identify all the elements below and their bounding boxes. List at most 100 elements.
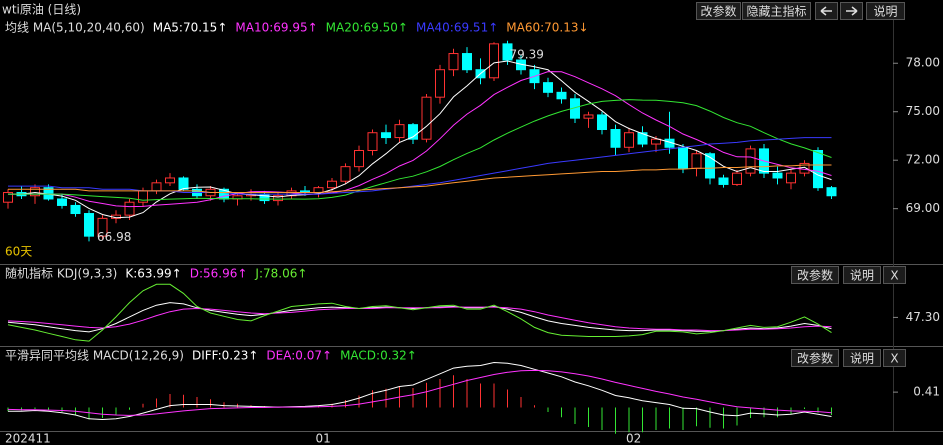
button-label[interactable]: 改参数: [797, 351, 833, 366]
button-frame[interactable]: [866, 2, 905, 20]
button-label[interactable]: 说明: [873, 4, 897, 19]
candle-body: [408, 124, 418, 140]
candle-body: [610, 128, 621, 148]
candle-body: [97, 217, 108, 237]
legend-entry: DIFF:0.23↑: [192, 349, 258, 363]
legend-entry: DEA:0.07↑: [266, 349, 332, 363]
candle-body: [57, 198, 67, 206]
candle-body: [556, 91, 567, 100]
candle-body: [367, 132, 378, 152]
candle-body: [637, 132, 648, 145]
period-label: 60天: [5, 245, 32, 259]
candle-body: [543, 82, 553, 93]
indicator-line: [7, 306, 832, 332]
indicator-line: [8, 71, 832, 208]
x-tick-label: 202411: [5, 432, 51, 445]
y-tick-label: 0.41: [913, 385, 940, 399]
y-tick-label: 78.00: [906, 56, 940, 70]
button-label[interactable]: X: [890, 352, 898, 366]
candle-body: [718, 177, 729, 185]
button-label[interactable]: 说明: [850, 351, 874, 366]
indicator-line: [8, 164, 832, 193]
button-label[interactable]: 说明: [850, 268, 874, 283]
indicator-line: [7, 283, 832, 342]
candle-body: [178, 177, 189, 190]
candle-body: [624, 132, 634, 148]
candle-body: [489, 43, 499, 79]
arrow-icon: [820, 6, 832, 16]
button-label[interactable]: 隐藏主指标: [746, 4, 806, 19]
button-frame[interactable]: [791, 349, 839, 367]
candle-body: [597, 114, 607, 130]
candle-body: [354, 150, 364, 168]
candle-body: [813, 150, 823, 189]
indicator-line: [8, 60, 832, 219]
candle-body: [3, 192, 13, 203]
candle-body: [583, 114, 594, 119]
candle-body: [651, 138, 661, 145]
indicator-line: [8, 99, 832, 201]
candle-body: [84, 213, 94, 237]
button-frame[interactable]: [883, 349, 906, 367]
candle-body: [502, 43, 513, 61]
button-label[interactable]: 改参数: [797, 268, 833, 283]
indicator-line: [7, 369, 832, 416]
legend-entry: J:78.06↑: [254, 267, 307, 281]
high-annotation: 79.39: [510, 47, 544, 61]
candle-body: [462, 53, 472, 71]
candle-body: [745, 148, 756, 174]
indicator-label: 平滑异同平均线 MACD(12,26,9): [5, 349, 184, 363]
y-tick-label: 69.00: [906, 201, 940, 215]
arrow-icon: [846, 6, 858, 16]
candle-body: [772, 172, 783, 179]
candle-body: [678, 146, 688, 169]
button[interactable]: 说明: [843, 266, 881, 284]
button-label[interactable]: 改参数: [700, 4, 736, 19]
button[interactable]: 隐藏主指标: [742, 2, 811, 20]
button[interactable]: 改参数: [791, 266, 839, 284]
legend-entry: MA5:70.15↑: [153, 21, 228, 35]
arrow-left-button[interactable]: [815, 2, 838, 20]
button-label[interactable]: X: [890, 269, 898, 283]
button[interactable]: 改参数: [696, 2, 741, 20]
candle-body: [151, 182, 162, 192]
candle-body: [732, 172, 742, 185]
candle-body: [394, 124, 405, 139]
button-frame[interactable]: [843, 266, 881, 284]
candle-body: [313, 187, 324, 194]
candle-body: [273, 195, 283, 202]
legend-entry: K:63.99↑: [125, 267, 181, 281]
candle-body: [826, 187, 837, 197]
button[interactable]: X: [883, 266, 906, 284]
arrow-right-button[interactable]: [840, 2, 863, 20]
indicator-line: [8, 361, 832, 421]
button[interactable]: 说明: [843, 349, 881, 367]
button[interactable]: 改参数: [791, 349, 839, 367]
button-frame[interactable]: [742, 2, 811, 20]
candle-body: [165, 177, 175, 184]
button[interactable]: 说明: [866, 2, 905, 20]
candle-body: [705, 153, 715, 179]
y-tick-label: 47.30: [906, 310, 940, 324]
candle-body: [124, 201, 135, 216]
button-frame[interactable]: [883, 266, 906, 284]
button-frame[interactable]: [696, 2, 741, 20]
legend-entry: MA60:70.13↓: [506, 21, 588, 35]
low-annotation: 66.98: [97, 230, 131, 244]
x-tick-label: 01: [316, 432, 331, 445]
indicator-label: 均线 MA(5,10,20,40,60): [5, 21, 145, 35]
button-frame[interactable]: [791, 266, 839, 284]
button[interactable]: X: [883, 349, 906, 367]
legend-entry: D:56.96↑: [190, 267, 248, 281]
candle-body: [381, 132, 391, 139]
legend-entry: MA40:69.51↑: [416, 21, 498, 35]
candle-body: [448, 53, 459, 71]
candle-body: [30, 187, 40, 197]
x-tick-label: 02: [626, 432, 641, 445]
legend-entry: MACD:0.32↑: [340, 349, 417, 363]
legend-entry: MA10:69.95↑: [235, 21, 317, 35]
button-frame[interactable]: [843, 349, 881, 367]
